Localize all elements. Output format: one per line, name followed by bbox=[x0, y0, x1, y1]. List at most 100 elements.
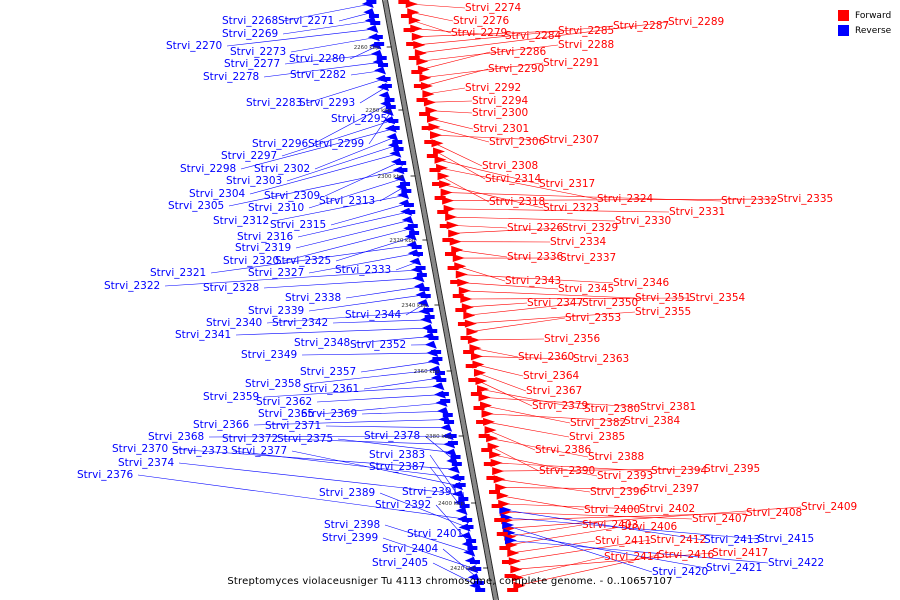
forward-gene-label[interactable]: Strvi_2301 bbox=[473, 123, 529, 135]
reverse-gene-feature[interactable] bbox=[417, 299, 430, 308]
forward-gene-label[interactable]: Strvi_2290 bbox=[488, 63, 544, 75]
reverse-gene-label[interactable]: Strvi_2361 bbox=[303, 383, 359, 395]
reverse-gene-label[interactable]: Strvi_2277 bbox=[224, 58, 280, 70]
reverse-gene-label[interactable]: Strvi_2338 bbox=[285, 292, 341, 304]
forward-gene-label[interactable]: Strvi_2381 bbox=[640, 401, 696, 413]
forward-gene-feature[interactable] bbox=[426, 114, 439, 123]
forward-gene-feature[interactable] bbox=[433, 147, 446, 156]
forward-gene-label[interactable]: Strvi_2284 bbox=[505, 30, 562, 42]
reverse-gene-feature[interactable] bbox=[370, 49, 383, 58]
forward-gene-feature[interactable] bbox=[463, 311, 476, 320]
reverse-gene-label[interactable]: Strvi_2302 bbox=[254, 163, 310, 175]
forward-gene-label[interactable]: Strvi_2337 bbox=[560, 252, 616, 264]
reverse-gene-label[interactable]: Strvi_2339 bbox=[248, 305, 304, 317]
reverse-gene-label[interactable]: Strvi_2383 bbox=[369, 449, 425, 461]
forward-gene-label[interactable]: Strvi_2334 bbox=[550, 236, 607, 248]
forward-gene-feature[interactable] bbox=[451, 245, 464, 254]
reverse-gene-feature[interactable] bbox=[444, 448, 457, 457]
forward-gene-label[interactable]: Strvi_2356 bbox=[544, 333, 601, 345]
forward-gene-label[interactable]: Strvi_2350 bbox=[582, 297, 638, 309]
reverse-gene-feature[interactable] bbox=[502, 521, 515, 530]
forward-gene-feature[interactable] bbox=[448, 229, 461, 238]
reverse-gene-label[interactable]: Strvi_2313 bbox=[319, 195, 375, 207]
forward-gene-label[interactable]: Strvi_2417 bbox=[712, 547, 768, 559]
forward-gene-label[interactable]: Strvi_2330 bbox=[615, 215, 671, 227]
forward-gene-label[interactable]: Strvi_2386 bbox=[535, 444, 592, 456]
reverse-gene-label[interactable]: Strvi_2405 bbox=[372, 557, 428, 569]
forward-gene-label[interactable]: Strvi_2291 bbox=[543, 57, 599, 69]
forward-gene-feature[interactable] bbox=[484, 426, 497, 435]
reverse-gene-label[interactable]: Strvi_2315 bbox=[270, 219, 326, 231]
reverse-gene-feature[interactable] bbox=[374, 66, 387, 75]
forward-gene-label[interactable]: Strvi_2353 bbox=[565, 312, 621, 324]
forward-gene-label[interactable]: Strvi_2364 bbox=[523, 370, 580, 382]
forward-gene-label[interactable]: Strvi_2396 bbox=[590, 486, 647, 498]
reverse-gene-feature[interactable] bbox=[504, 536, 517, 545]
reverse-gene-label[interactable]: Strvi_2325 bbox=[275, 255, 331, 267]
forward-gene-label[interactable]: Strvi_2300 bbox=[472, 107, 528, 119]
reverse-gene-label[interactable]: Strvi_2322 bbox=[104, 280, 160, 292]
reverse-gene-label[interactable]: Strvi_2421 bbox=[706, 562, 762, 574]
forward-gene-feature[interactable] bbox=[510, 565, 523, 574]
reverse-gene-label[interactable]: Strvi_2342 bbox=[272, 317, 328, 329]
reverse-gene-label[interactable]: Strvi_2319 bbox=[235, 242, 291, 254]
forward-gene-feature[interactable] bbox=[437, 172, 450, 181]
forward-gene-feature[interactable] bbox=[466, 327, 479, 336]
reverse-gene-label[interactable]: Strvi_2303 bbox=[226, 175, 282, 187]
forward-gene-feature[interactable] bbox=[495, 483, 508, 492]
reverse-gene-label[interactable]: Strvi_2373 bbox=[172, 445, 228, 457]
forward-gene-label[interactable]: Strvi_2318 bbox=[489, 196, 545, 208]
reverse-gene-label[interactable]: Strvi_2404 bbox=[382, 543, 439, 555]
forward-gene-label[interactable]: Strvi_2343 bbox=[505, 275, 561, 287]
forward-gene-label[interactable]: Strvi_2307 bbox=[543, 134, 599, 146]
forward-gene-label[interactable]: Strvi_2347 bbox=[527, 297, 583, 309]
forward-gene-label[interactable]: Strvi_2326 bbox=[507, 222, 564, 234]
reverse-gene-label[interactable]: Strvi_2312 bbox=[213, 215, 269, 227]
forward-gene-label[interactable]: Strvi_2409 bbox=[801, 501, 857, 513]
reverse-gene-label[interactable]: Strvi_2296 bbox=[252, 138, 309, 150]
reverse-gene-feature[interactable] bbox=[452, 490, 465, 499]
reverse-gene-label[interactable]: Strvi_2327 bbox=[248, 267, 304, 279]
forward-gene-label[interactable]: Strvi_2360 bbox=[518, 351, 574, 363]
reverse-gene-label[interactable]: Strvi_2282 bbox=[290, 69, 346, 81]
forward-gene-label[interactable]: Strvi_2407 bbox=[692, 513, 748, 525]
forward-gene-feature[interactable] bbox=[429, 131, 442, 140]
forward-gene-label[interactable]: Strvi_2324 bbox=[597, 193, 654, 205]
reverse-gene-label[interactable]: Strvi_2422 bbox=[768, 557, 824, 569]
forward-gene-label[interactable]: Strvi_2292 bbox=[465, 82, 521, 94]
forward-gene-label[interactable]: Strvi_2416 bbox=[658, 549, 715, 561]
reverse-gene-label[interactable]: Strvi_2359 bbox=[203, 391, 259, 403]
reverse-gene-label[interactable]: Strvi_2299 bbox=[308, 138, 364, 150]
reverse-gene-feature[interactable] bbox=[381, 108, 394, 117]
forward-gene-feature[interactable] bbox=[408, 16, 421, 25]
forward-gene-feature[interactable] bbox=[440, 188, 453, 197]
forward-gene-label[interactable]: Strvi_2403 bbox=[582, 519, 638, 531]
forward-gene-label[interactable]: Strvi_2395 bbox=[704, 463, 760, 475]
reverse-gene-feature[interactable] bbox=[378, 91, 391, 100]
reverse-gene-label[interactable]: Strvi_2348 bbox=[294, 337, 350, 349]
reverse-gene-feature[interactable] bbox=[467, 573, 480, 582]
reverse-gene-feature[interactable] bbox=[460, 531, 473, 540]
forward-gene-label[interactable]: Strvi_2286 bbox=[490, 46, 547, 58]
reverse-gene-feature[interactable] bbox=[409, 257, 422, 266]
forward-gene-label[interactable]: Strvi_2393 bbox=[597, 470, 653, 482]
forward-gene-label[interactable]: Strvi_2323 bbox=[543, 202, 599, 214]
forward-gene-feature[interactable] bbox=[507, 549, 520, 558]
reverse-gene-label[interactable]: Strvi_2398 bbox=[324, 519, 380, 531]
forward-gene-feature[interactable] bbox=[476, 385, 489, 394]
forward-gene-label[interactable]: Strvi_2336 bbox=[507, 251, 564, 263]
forward-gene-feature[interactable] bbox=[455, 270, 468, 279]
reverse-gene-label[interactable]: Strvi_2371 bbox=[265, 420, 321, 432]
reverse-gene-label[interactable]: Strvi_2310 bbox=[248, 202, 304, 214]
forward-gene-feature[interactable] bbox=[481, 409, 494, 418]
forward-gene-label[interactable]: Strvi_2274 bbox=[465, 2, 522, 14]
forward-gene-feature[interactable] bbox=[414, 49, 427, 58]
reverse-gene-label[interactable]: Strvi_2399 bbox=[322, 532, 378, 544]
reverse-gene-label[interactable]: Strvi_2305 bbox=[168, 200, 224, 212]
reverse-gene-label[interactable]: Strvi_2415 bbox=[758, 533, 814, 545]
forward-gene-label[interactable]: Strvi_2306 bbox=[489, 136, 546, 148]
reverse-gene-label[interactable]: Strvi_2280 bbox=[289, 53, 345, 65]
forward-gene-label[interactable]: Strvi_2351 bbox=[635, 292, 691, 304]
reverse-gene-label[interactable]: Strvi_2309 bbox=[264, 190, 320, 202]
reverse-gene-label[interactable]: Strvi_2298 bbox=[180, 163, 236, 175]
